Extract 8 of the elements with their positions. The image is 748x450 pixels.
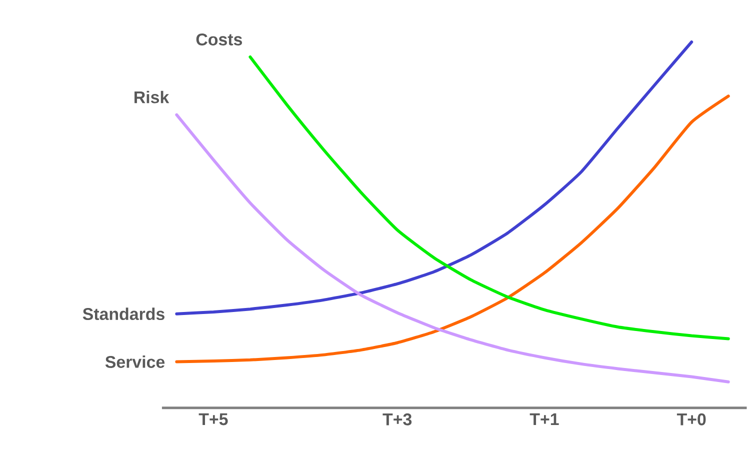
series-label: Service <box>105 356 165 368</box>
x-tick-label: T+5 <box>198 413 228 426</box>
x-tick-label: T+1 <box>530 413 559 426</box>
series-label: Risk <box>134 90 170 104</box>
x-tick-label: T+0 <box>676 413 706 426</box>
series-label: Standards <box>82 308 164 320</box>
series-label: Costs <box>196 34 242 46</box>
x-tick-label: T+3 <box>382 413 412 426</box>
